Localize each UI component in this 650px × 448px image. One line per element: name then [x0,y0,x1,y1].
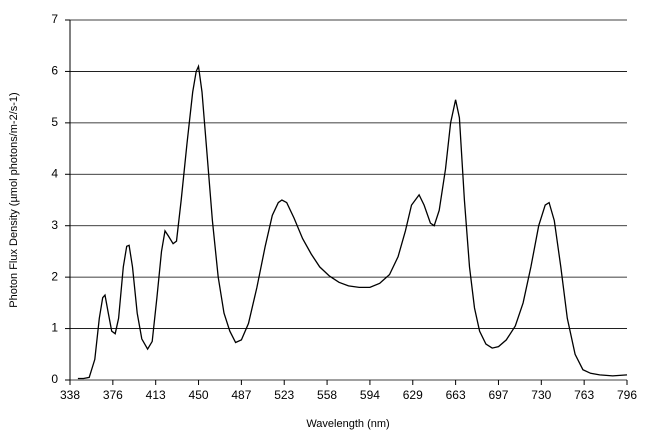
x-tick-label: 629 [403,388,423,402]
y-tick-label: 3 [51,218,58,232]
x-tick-label: 487 [231,388,251,402]
y-tick-label: 5 [51,115,58,129]
x-tick-label: 796 [617,388,637,402]
x-tick-label: 558 [317,388,337,402]
x-tick-label: 338 [60,388,80,402]
y-tick-label: 1 [51,321,58,335]
y-axis-label: Photon Flux Density (µmol photons/m-2/s-… [8,92,20,307]
x-tick-label: 523 [274,388,294,402]
y-tick-label: 6 [51,64,58,78]
x-tick-label: 450 [189,388,209,402]
x-tick-label: 376 [103,388,123,402]
y-tick-label: 7 [51,12,58,26]
data-line [77,63,628,380]
x-tick-label: 730 [531,388,551,402]
y-tick-label: 0 [51,372,58,386]
x-tick-label: 697 [488,388,508,402]
x-tick-label: 413 [146,388,166,402]
x-tick-label: 663 [446,388,466,402]
x-tick-label: 763 [574,388,594,402]
y-tick-label: 4 [51,166,58,180]
x-axis-label: Wavelength (nm) [306,418,389,430]
y-tick-label: 2 [51,269,58,283]
x-tick-label: 594 [360,388,380,402]
